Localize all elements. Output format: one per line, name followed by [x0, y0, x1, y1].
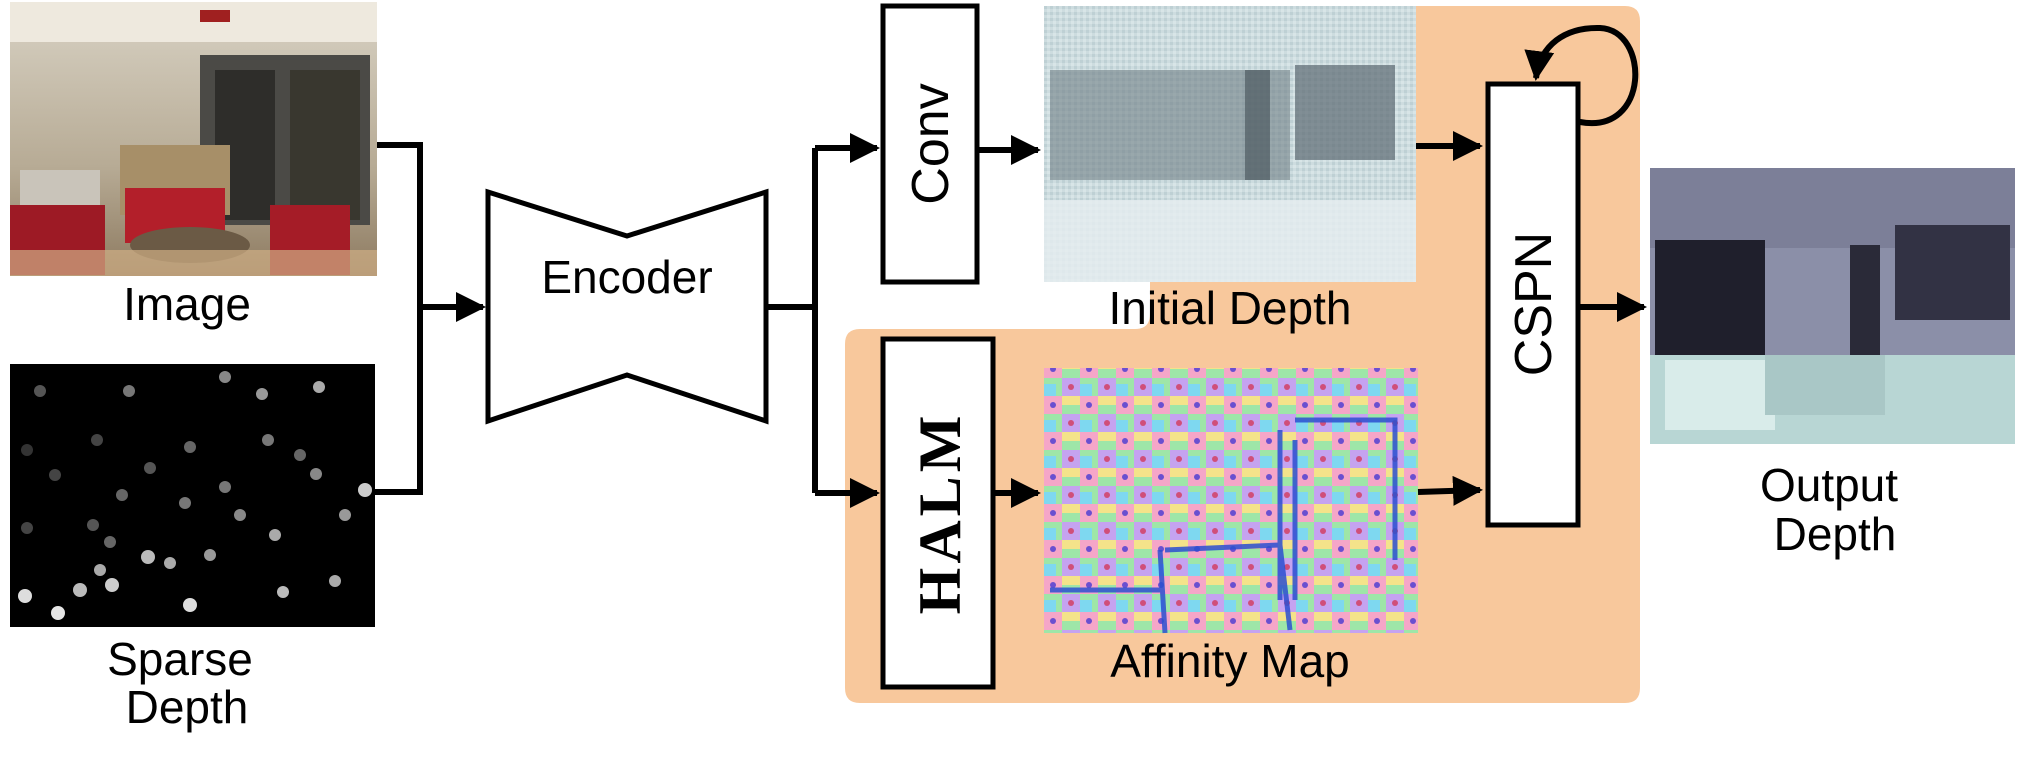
conv-label: Conv: [902, 83, 960, 204]
image-label: Image: [123, 278, 251, 330]
output-depth-map: [1650, 168, 2015, 444]
sparse-label-line2: Depth: [126, 681, 249, 733]
output-label-line1: Output: [1760, 459, 1898, 511]
encoder-decoder-block: [485, 188, 769, 425]
halm-block: [880, 336, 996, 690]
halm-label: HALM: [907, 412, 973, 615]
initial-depth-label: Initial Depth: [1109, 282, 1352, 334]
rgb-image: [10, 2, 377, 276]
image-connector: [377, 142, 423, 307]
recurrent-loop-arrow: [1524, 24, 1639, 127]
affinity-to-cspn-arrow: [1417, 475, 1483, 506]
output-label-line2: Depth: [1774, 508, 1897, 560]
affinity-map-label: Affinity Map: [1110, 635, 1349, 687]
sparse-label-line1: Sparse: [107, 633, 253, 685]
encoder-label: Encoder: [541, 251, 712, 303]
conv-block: [880, 3, 980, 285]
cspn-label: CSPN: [1505, 232, 1563, 376]
highlight-region: [845, 6, 1640, 703]
sparse-connector: [375, 307, 423, 495]
split-connector: [766, 148, 818, 493]
sparse-depth-image: [10, 364, 375, 627]
cspn-block: [1485, 81, 1581, 528]
affinity-map: [1044, 368, 1418, 634]
initial-depth-map: [1044, 6, 1416, 282]
